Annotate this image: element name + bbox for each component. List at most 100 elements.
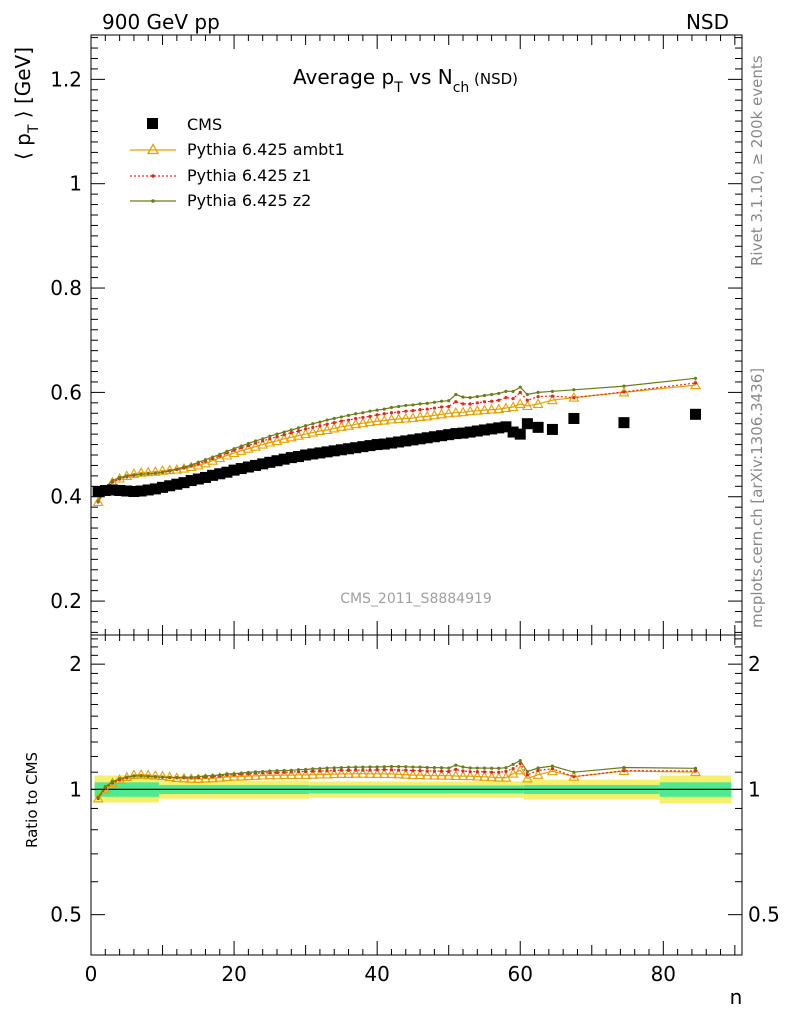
marker-pythia-6-425-ambt1: [207, 455, 219, 465]
ratio-marker-pythia-6-425-ambt1: [357, 768, 369, 778]
legend-label-z1: Pythia 6.425 z1: [187, 166, 311, 185]
data-point-cms: [221, 466, 233, 478]
data-point-cms: [457, 427, 469, 439]
marker-pythia-6-425-ambt1: [393, 413, 405, 424]
marker-pythia-6-425-z2: [404, 403, 408, 408]
ratio-marker-pythia-6-425-z2: [404, 765, 408, 769]
marker-pythia-6-425-z2: [461, 395, 465, 399]
ratio-plot-series: [92, 758, 701, 803]
data-point-cms: [128, 486, 140, 498]
ratio-y-tick-label-right: 1: [748, 777, 761, 801]
ratio-marker-pythia-6-425-z1: [389, 768, 394, 772]
marker-pythia-6-425-ambt1: [479, 404, 490, 415]
ratio-marker-pythia-6-425-ambt1: [285, 769, 297, 780]
ratio-marker-pythia-6-425-z1: [346, 768, 351, 772]
marker-pythia-6-425-z2: [96, 499, 100, 503]
data-point-cms: [307, 448, 319, 460]
x-axis-label: n: [730, 985, 743, 1009]
marker-pythia-6-425-ambt1: [364, 416, 376, 427]
marker-pythia-6-425-z1: [375, 413, 379, 417]
marker-pythia-6-425-z2: [425, 401, 429, 405]
ratio-marker-pythia-6-425-z2: [354, 765, 358, 769]
data-point-cms: [521, 418, 533, 430]
marker-pythia-6-425-ambt1: [507, 401, 519, 412]
ratio-plot-frame: [90, 634, 743, 956]
ratio-marker-pythia-6-425-ambt1: [393, 768, 405, 779]
data-point-cms: [149, 483, 161, 495]
ratio-marker-pythia-6-425-ambt1: [99, 783, 111, 794]
ratio-marker-pythia-6-425-ambt1: [92, 792, 104, 803]
ratio-marker-pythia-6-425-ambt1: [471, 770, 483, 781]
ratio-marker-pythia-6-425-ambt1: [221, 771, 233, 781]
marker-pythia-6-425-z1: [411, 409, 415, 413]
data-point-cms: [450, 428, 462, 440]
ratio-marker-pythia-6-425-ambt1: [293, 769, 304, 779]
main-y-tick-label: 0.2: [50, 589, 82, 613]
ratio-marker-pythia-6-425-z1: [375, 768, 379, 772]
marker-pythia-6-425-z2: [275, 432, 279, 436]
ratio-marker-pythia-6-425-ambt1: [493, 771, 505, 782]
main-y-tick-label: 0.4: [50, 485, 82, 509]
marker-pythia-6-425-z2: [211, 455, 215, 459]
ratio-y-tick-label-left: 1: [69, 777, 82, 801]
marker-pythia-6-425-z1: [425, 407, 429, 411]
ratio-marker-pythia-6-425-ambt1: [421, 769, 433, 780]
marker-pythia-6-425-z2: [339, 415, 343, 419]
marker-pythia-6-425-ambt1: [428, 409, 440, 420]
ratio-marker-pythia-6-425-z1: [504, 769, 508, 773]
marker-pythia-6-425-z2: [160, 470, 165, 474]
marker-pythia-6-425-z2: [139, 472, 143, 476]
ratio-marker-pythia-6-425-z2: [397, 764, 401, 769]
marker-pythia-6-425-ambt1: [343, 420, 354, 430]
marker-pythia-6-425-z2: [482, 393, 487, 398]
ratio-marker-pythia-6-425-ambt1: [307, 769, 319, 779]
data-point-cms: [257, 458, 269, 470]
data-point-cms: [343, 443, 355, 455]
ratio-marker-pythia-6-425-z2: [182, 775, 186, 779]
marker-pythia-6-425-ambt1: [264, 436, 276, 447]
marker-pythia-6-425-z2: [218, 452, 222, 457]
ratio-marker-pythia-6-425-z1: [332, 768, 336, 773]
data-point-cms: [264, 456, 276, 468]
ratio-marker-pythia-6-425-z2: [275, 769, 279, 773]
marker-pythia-6-425-z2: [175, 467, 179, 471]
header-process-label: NSD: [686, 10, 729, 34]
marker-pythia-6-425-z1: [296, 429, 301, 433]
ratio-marker-pythia-6-425-ambt1: [271, 769, 283, 780]
ratio-y-tick-label-right: 0.5: [748, 903, 780, 927]
ratio-panel: 0 20 40 60 80 0.5 0.5 1 1 2 2 Ratio to CMS n: [23, 634, 780, 1009]
marker-pythia-6-425-z2: [282, 430, 286, 434]
marker-pythia-6-425-z1: [432, 406, 436, 410]
marker-pythia-6-425-ambt1: [471, 405, 483, 415]
ratio-marker-pythia-6-425-z1: [482, 770, 487, 774]
data-point-cms: [690, 408, 701, 420]
marker-pythia-6-425-z2: [439, 399, 444, 403]
marker-pythia-6-425-z1: [389, 411, 394, 415]
marker-pythia-6-425-z1: [490, 399, 494, 403]
marker-pythia-6-425-z2: [196, 460, 200, 464]
ratio-marker-pythia-6-425-z2: [118, 777, 122, 781]
marker-pythia-6-425-ambt1: [371, 415, 383, 426]
marker-pythia-6-425-z2: [153, 471, 157, 475]
ratio-marker-pythia-6-425-z2: [411, 765, 415, 769]
ratio-marker-pythia-6-425-ambt1: [242, 770, 254, 781]
ratio-marker-pythia-6-425-ambt1: [386, 768, 397, 778]
marker-pythia-6-425-z1: [475, 401, 479, 405]
data-point-cms: [214, 468, 226, 480]
marker-pythia-6-425-z1: [468, 402, 472, 406]
ratio-marker-pythia-6-425-z2: [146, 774, 150, 778]
ratio-marker-pythia-6-425-z1: [475, 770, 479, 774]
ratio-marker-pythia-6-425-ambt1: [457, 770, 469, 781]
marker-pythia-6-425-z2: [304, 424, 308, 428]
ratio-marker-pythia-6-425-ambt1: [690, 766, 701, 777]
ratio-marker-pythia-6-425-ambt1: [314, 768, 326, 779]
data-point-cms: [135, 485, 147, 497]
main-plot-title: Average pT vs Nch (NSD): [293, 65, 518, 96]
ratio-marker-pythia-6-425-z2: [504, 766, 508, 770]
ratio-marker-pythia-6-425-z2: [239, 771, 243, 775]
ratio-marker-pythia-6-425-ambt1: [407, 769, 419, 780]
ratio-marker-pythia-6-425-z1: [339, 768, 343, 772]
data-point-cms: [568, 412, 580, 424]
marker-pythia-6-425-z1: [404, 409, 408, 413]
marker-pythia-6-425-z2: [447, 399, 451, 403]
